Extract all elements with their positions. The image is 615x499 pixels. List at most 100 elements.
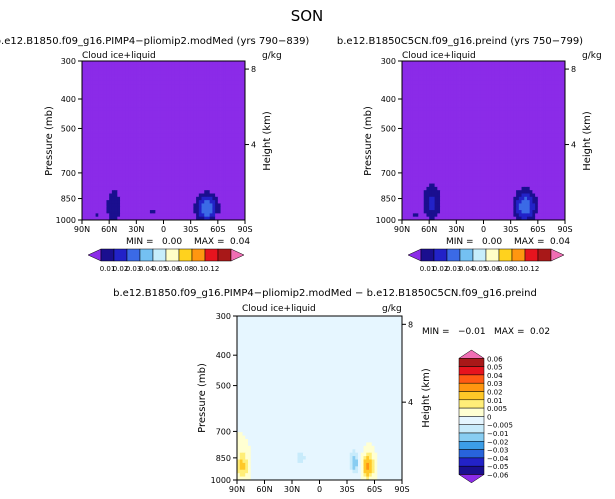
- panel-2-cell: [491, 114, 495, 118]
- panel-2-cell: [478, 137, 482, 141]
- panel-1-cell: [122, 117, 126, 122]
- panel-2-cell: [488, 133, 493, 138]
- panel-1-cell: [130, 143, 135, 148]
- panel-1-cell: [149, 107, 154, 112]
- panel-1-cell: [187, 107, 192, 112]
- panel-1-cell: [149, 157, 154, 161]
- panel-1-cell: [225, 64, 230, 69]
- panel-1-cell: [201, 147, 205, 151]
- panel-2-cell: [494, 117, 498, 122]
- panel-1-cell: [95, 176, 99, 181]
- panel-2-cell: [513, 150, 517, 155]
- panel-2-cell: [459, 90, 463, 95]
- panel-1-cell: [217, 213, 221, 218]
- panel-2-cell: [480, 97, 484, 102]
- panel-2-cell: [535, 61, 539, 65]
- panel-1-cell: [239, 160, 243, 165]
- panel-2-cell: [545, 140, 550, 145]
- panel-2-cell: [494, 140, 498, 145]
- panel-2-cell: [488, 117, 493, 122]
- panel-1-cell: [171, 97, 175, 102]
- panel-2-cell: [494, 87, 498, 92]
- panel-1-cell: [209, 117, 213, 122]
- panel-2-cell: [516, 127, 520, 131]
- panel-1-cell: [98, 127, 102, 131]
- panel-1-cell: [120, 183, 124, 188]
- panel-2-cell: [526, 100, 531, 105]
- panel-2-cell: [521, 110, 525, 115]
- panel-1-cell: [228, 61, 232, 65]
- panel-1-cell: [122, 183, 126, 188]
- panel-1-cell: [84, 110, 88, 115]
- panel-1-cell: [187, 213, 192, 218]
- panel-2-cell: [562, 163, 566, 168]
- panel-2-cell: [440, 150, 444, 155]
- panel-1: b.e12.B1850.f09_g16.PIMP4−pliomip2.modMe…: [0, 36, 309, 247]
- panel-2-cell: [554, 147, 558, 151]
- panel-1-cell: [133, 183, 137, 188]
- panel-1-cell: [177, 170, 181, 175]
- panel-1-cell: [177, 127, 181, 131]
- panel-1-cell: [220, 150, 224, 155]
- panel-2-cell: [423, 107, 427, 112]
- panel-1-cell: [136, 133, 140, 138]
- panel-1-cell: [101, 100, 105, 105]
- panel-1-cell: [209, 104, 213, 108]
- panel-1-cell: [120, 104, 124, 108]
- panel-2-cell: [488, 100, 493, 105]
- panel-1-cell: [155, 77, 159, 82]
- panel-1-cell: [106, 87, 110, 92]
- panel-1-cell: [212, 203, 216, 208]
- panel-1-cell: [187, 163, 192, 168]
- panel-2-cell: [516, 123, 520, 128]
- panel-1-cell: [139, 100, 143, 105]
- panel-2-cell: [469, 120, 474, 125]
- panel-2-cell: [415, 70, 419, 75]
- panel-1-cell: [90, 186, 94, 191]
- panel-1-cell: [234, 200, 238, 204]
- panel-1-cell: [109, 167, 113, 171]
- panel-2-cell: [442, 94, 446, 98]
- panel-1-cell: [174, 147, 178, 151]
- panel-1-cell: [228, 183, 232, 188]
- panel-1-cell: [120, 140, 124, 145]
- panel-2-cell: [529, 114, 533, 118]
- panel-2-cell: [480, 117, 484, 122]
- panel-2-cell: [535, 143, 539, 148]
- panel-1-cell: [128, 64, 132, 69]
- panel-1-cell: [128, 127, 132, 131]
- panel-1-cell: [168, 163, 173, 168]
- panel-1-cell: [144, 157, 148, 161]
- panel-2-cell: [516, 117, 520, 122]
- panel-1-cell: [234, 70, 238, 75]
- panel-2-cell: [469, 143, 474, 148]
- panel-2-cell: [480, 64, 484, 69]
- panel-2-cell: [442, 64, 446, 69]
- panel-2-cell: [418, 130, 422, 135]
- panel-1-cell: [236, 163, 240, 168]
- panel-2-cell: [545, 130, 550, 135]
- panel-1-cell: [212, 77, 216, 82]
- panel-2-cell: [442, 74, 446, 78]
- panel-1-cell: [163, 206, 167, 211]
- panel-2-cell: [540, 77, 544, 82]
- panel-2-cell: [559, 64, 563, 69]
- panel-2-cell: [554, 67, 558, 72]
- panel-2-cell: [537, 107, 541, 112]
- panel-1-cell: [179, 117, 183, 122]
- panel-1-cell: [212, 186, 216, 191]
- panel-2-cell: [429, 67, 433, 72]
- panel-2-cell: [410, 77, 414, 82]
- y2-tick-label: 4: [251, 141, 256, 150]
- panel-1-cell: [155, 170, 159, 175]
- panel-2-cell: [562, 150, 566, 155]
- panel-2-cell: [475, 114, 479, 118]
- panel-1-cell: [179, 190, 183, 194]
- panel-2-cell: [410, 70, 414, 75]
- panel-1-cell: [152, 140, 156, 145]
- panel-2-cell: [453, 123, 457, 128]
- panel-1-cell: [95, 150, 99, 155]
- panel-1-cell: [234, 203, 238, 208]
- panel-1-cell: [166, 123, 170, 128]
- panel-2-cell: [415, 147, 419, 151]
